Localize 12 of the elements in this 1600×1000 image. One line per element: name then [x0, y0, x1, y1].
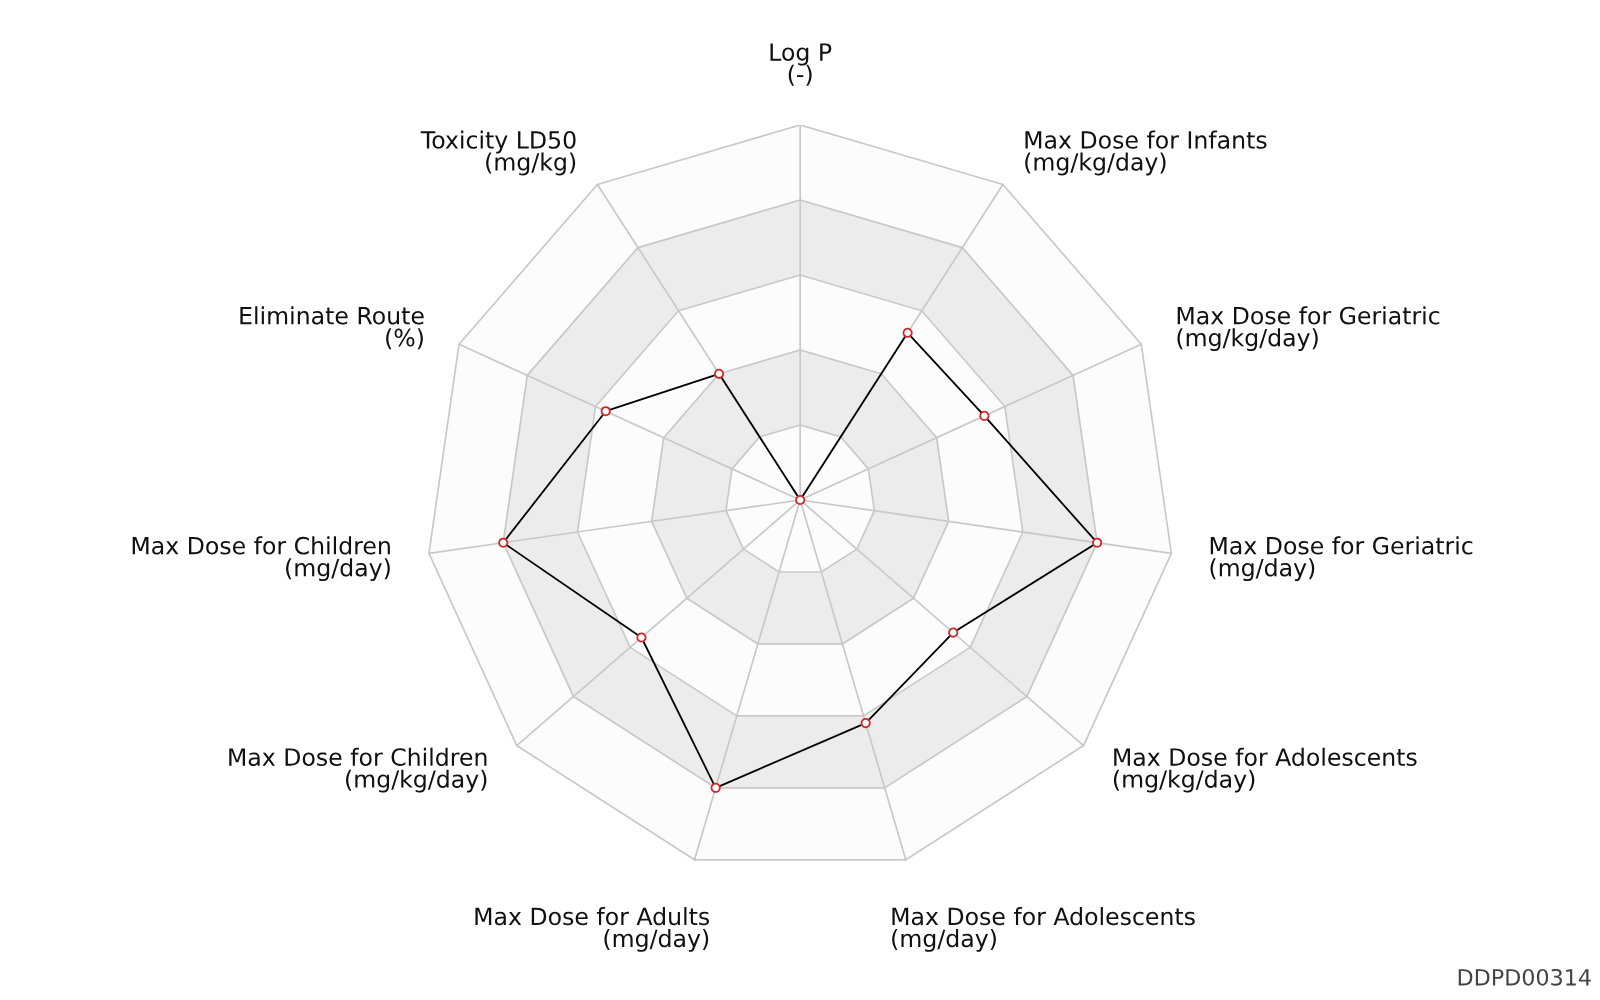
spoke-label: Max Dose for Geriatric (mg/day): [1210, 536, 1473, 582]
spoke-label: Max Dose for Infants (mg/kg/day): [1025, 130, 1267, 176]
spoke-label: Max Dose for Adolescents (mg/kg/day): [1113, 747, 1417, 793]
spoke-label: Eliminate Route (%): [240, 306, 424, 350]
spoke-label: Max Dose for Children (mg/kg/day): [229, 747, 487, 793]
spoke-label: Max Dose for Adolescents (mg/day): [892, 907, 1195, 952]
text: DDPD00314: [1458, 968, 1591, 986]
spoke-label: Max Dose for Geriatric (mg/kg/day): [1177, 306, 1440, 352]
spoke-label: Max Dose for Children (mg/day): [132, 536, 390, 582]
spoke-label: Log P (-): [770, 43, 832, 86]
spoke-label: Max Dose for Adults (mg/day): [475, 907, 710, 952]
spoke-label: Toxicity LD50 (mg/kg): [420, 130, 576, 176]
